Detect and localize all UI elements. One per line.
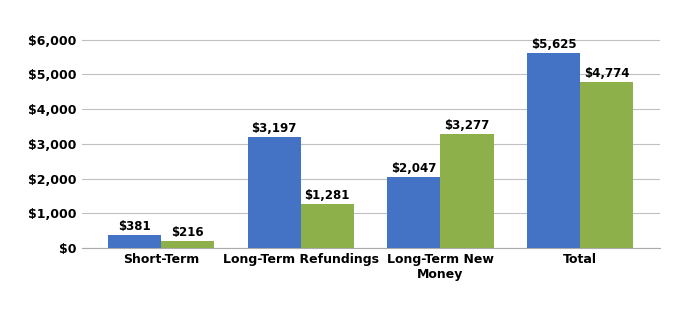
Text: $381: $381 — [118, 220, 151, 233]
Bar — [388, 177, 441, 248]
Text: $4,774: $4,774 — [584, 67, 630, 80]
Bar — [248, 137, 301, 248]
Bar — [580, 82, 633, 248]
Text: $3,277: $3,277 — [445, 119, 490, 132]
Bar — [161, 240, 214, 248]
Text: $2,047: $2,047 — [391, 162, 437, 175]
Bar — [108, 235, 161, 248]
Bar — [301, 204, 354, 248]
Text: $5,625: $5,625 — [531, 38, 577, 51]
Bar — [441, 134, 494, 248]
Text: $1,281: $1,281 — [305, 189, 350, 202]
Text: $3,197: $3,197 — [252, 122, 297, 135]
Bar — [527, 53, 580, 248]
Text: $216: $216 — [171, 226, 204, 238]
